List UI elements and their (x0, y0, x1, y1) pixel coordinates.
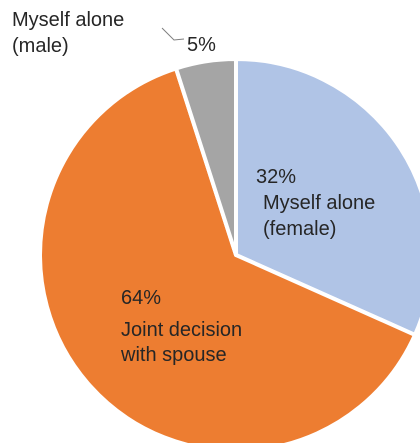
slice-value-label-joint: 64% (121, 287, 161, 309)
slice-label-male-line2: (male) (12, 35, 69, 57)
slice-label-joint-line2: with spouse (120, 344, 227, 366)
slice-leader-line-male (161, 27, 185, 41)
slice-value-label-female: 32% (256, 166, 296, 188)
slice-label-female-line1: Myself alone (263, 192, 375, 214)
slice-label-female-line2: (female) (263, 218, 336, 240)
slice-value-label-male: 5% (187, 34, 216, 56)
slice-myself-alone-female (234, 57, 420, 337)
slice-label-male-line1: Myself alone (12, 9, 124, 31)
pie-slices (38, 57, 420, 443)
pie-labels: 32% Myself alone (female) 64% Joint deci… (12, 9, 375, 366)
slice-joint-decision (38, 66, 417, 443)
slice-myself-alone-male (174, 57, 238, 257)
slice-label-joint-line1: Joint decision (121, 319, 242, 341)
